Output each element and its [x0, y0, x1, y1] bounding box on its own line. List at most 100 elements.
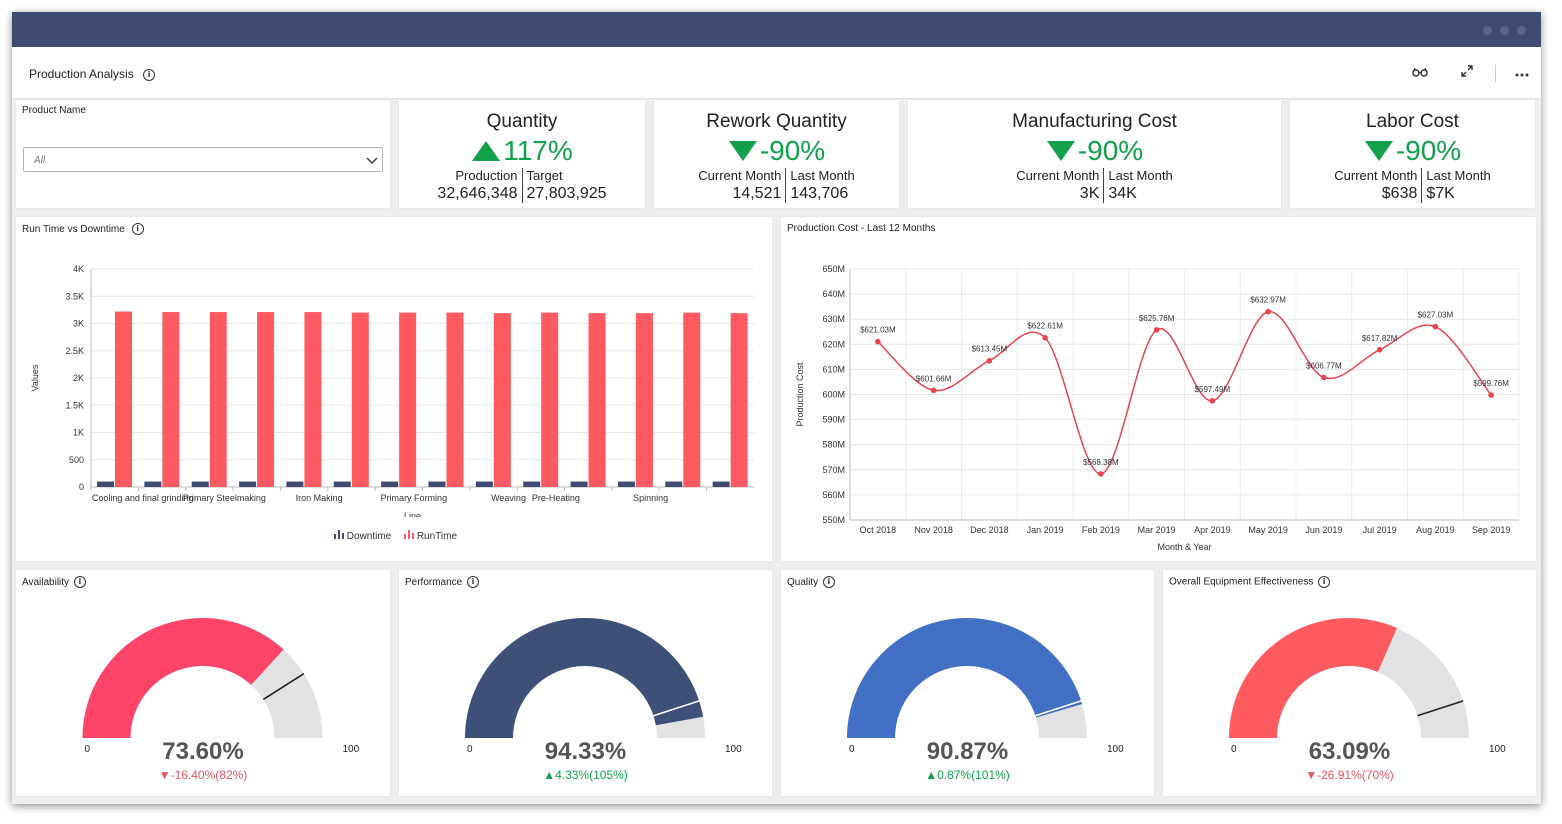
gauge-min-label: 0: [467, 744, 473, 755]
gauge-title: Quality i: [787, 576, 835, 588]
runtime-bar[interactable]: [304, 312, 322, 487]
runtime-bar[interactable]: [209, 312, 227, 487]
x-tick-label: May 2019: [1248, 525, 1288, 535]
y-tick-label: 500: [69, 455, 84, 465]
data-point[interactable]: [875, 338, 881, 345]
delta-arrow-icon: ▼: [158, 768, 171, 782]
more-icon[interactable]: [1512, 63, 1532, 83]
data-point[interactable]: [1488, 392, 1494, 398]
runtime-bar[interactable]: [588, 313, 606, 487]
gauge-min-label: 0: [849, 744, 855, 755]
data-point[interactable]: [986, 357, 993, 364]
gauge-title: Availability i: [22, 576, 86, 588]
kpi-percent-value: -90%: [1395, 135, 1462, 166]
downtime-bar[interactable]: [144, 481, 162, 487]
downtime-bar[interactable]: [239, 481, 257, 487]
x-tick-label: Aug 2019: [1416, 525, 1455, 535]
delta-arrow-icon: ▲: [925, 768, 938, 782]
runtime-bar[interactable]: [493, 313, 511, 487]
info-icon[interactable]: i: [131, 223, 144, 235]
gauge-value: 90.87%: [926, 738, 1009, 765]
gauge-max-label: 100: [1107, 744, 1124, 755]
data-point[interactable]: [1153, 327, 1160, 333]
gauge-delta-text: 4.33%(105%): [555, 768, 628, 782]
kpi-percent: -90%: [1290, 136, 1535, 166]
gauge-chart: [1229, 618, 1469, 738]
downtime-bar[interactable]: [617, 481, 635, 487]
runtime-bar[interactable]: [446, 312, 464, 487]
downtime-bar[interactable]: [286, 481, 304, 487]
kpi-left: Current Month 14,521: [694, 168, 787, 203]
runtime-chart-card: Run Time vs Downtime i 0 500 1K 1.5K 2K 2.5K 3…: [16, 217, 772, 561]
runtime-bar[interactable]: [399, 312, 417, 487]
x-tick-label: Jul 2019: [1363, 525, 1397, 535]
data-label: $597.49M: [1195, 385, 1231, 394]
runtime-bar[interactable]: [683, 312, 701, 487]
runtime-bar[interactable]: [257, 312, 275, 487]
downtime-bar[interactable]: [665, 481, 683, 487]
downtime-bar[interactable]: [523, 481, 541, 487]
info-icon[interactable]: i: [467, 576, 480, 588]
runtime-bar[interactable]: [635, 313, 653, 487]
kpi-left: Current Month 3K: [1012, 168, 1105, 203]
window-dot[interactable]: [1500, 26, 1509, 35]
window-dot[interactable]: [1483, 26, 1492, 35]
kpi-right: Last Month 143,706: [786, 168, 858, 203]
runtime-bar[interactable]: [541, 312, 559, 487]
window-dot[interactable]: [1517, 26, 1526, 35]
downtime-bar[interactable]: [333, 481, 351, 487]
data-label: $632.97M: [1250, 296, 1286, 305]
dashboard-header: Production Analysis i: [12, 47, 1541, 99]
downtime-bar[interactable]: [97, 481, 114, 487]
data-point[interactable]: [1265, 308, 1271, 315]
data-label: $613.45M: [972, 345, 1008, 354]
kpi-card-labor-cost: Labor Cost -90% Current Month $638 Last Mont…: [1290, 100, 1535, 208]
data-label: $621.03M: [860, 326, 896, 335]
data-point[interactable]: [1376, 346, 1383, 353]
info-icon[interactable]: i: [822, 576, 835, 588]
runtime-bar[interactable]: [115, 311, 132, 487]
arrow-down-icon: [1046, 141, 1075, 161]
data-point[interactable]: [1432, 323, 1439, 330]
kpi-card-rework-quantity: Rework Quantity -90% Current Month 14,521 La…: [654, 100, 899, 208]
info-icon[interactable]: i: [1318, 576, 1331, 588]
arrow-up-icon: [472, 141, 501, 161]
info-icon[interactable]: i: [143, 68, 156, 81]
kpi-right-value: 27,803,925: [526, 185, 607, 202]
product-name-select[interactable]: All: [23, 147, 383, 172]
data-point[interactable]: [1209, 398, 1216, 404]
kpi-percent-value: 117%: [503, 135, 573, 166]
data-point[interactable]: [1042, 334, 1048, 341]
info-icon[interactable]: i: [73, 576, 86, 588]
runtime-legend-item[interactable]: RunTime: [404, 530, 457, 542]
expand-icon[interactable]: [1457, 63, 1477, 83]
glasses-icon[interactable]: [1410, 63, 1430, 83]
gauge-title: Performance i: [405, 576, 480, 588]
gauge-target-marker: [1035, 700, 1082, 717]
downtime-bar[interactable]: [191, 481, 209, 487]
data-point[interactable]: [1321, 374, 1327, 381]
downtime-legend-label: Downtime: [346, 531, 392, 542]
kpi-card-manufacturing-cost: Manufacturing Cost -90% Current Month 3K Las…: [908, 100, 1281, 208]
kpi-percent-value: -90%: [759, 135, 826, 166]
kpi-percent-value: -90%: [1077, 135, 1144, 166]
runtime-bar[interactable]: [730, 313, 748, 487]
downtime-bar[interactable]: [428, 481, 446, 487]
downtime-bar[interactable]: [475, 481, 493, 487]
kpi-left-label: Current Month: [1334, 168, 1418, 183]
runtime-bar[interactable]: [162, 312, 180, 487]
downtime-bar[interactable]: [381, 481, 399, 487]
y-tick-label: 570M: [822, 465, 845, 475]
arrow-down-icon: [728, 141, 757, 161]
gauge-value: 94.33%: [544, 738, 627, 765]
downtime-bar[interactable]: [570, 481, 588, 487]
downtime-bar[interactable]: [712, 481, 730, 487]
data-point[interactable]: [1098, 471, 1104, 477]
x-tick-label: Primary Steelmaking: [183, 493, 266, 503]
data-point[interactable]: [930, 387, 937, 394]
downtime-legend-item[interactable]: Downtime: [334, 530, 394, 542]
x-tick-label: Spinning: [633, 493, 668, 503]
y-tick-label: 3K: [73, 319, 84, 329]
kpi-left-label: Current Month: [1016, 168, 1100, 183]
runtime-bar[interactable]: [351, 312, 369, 487]
